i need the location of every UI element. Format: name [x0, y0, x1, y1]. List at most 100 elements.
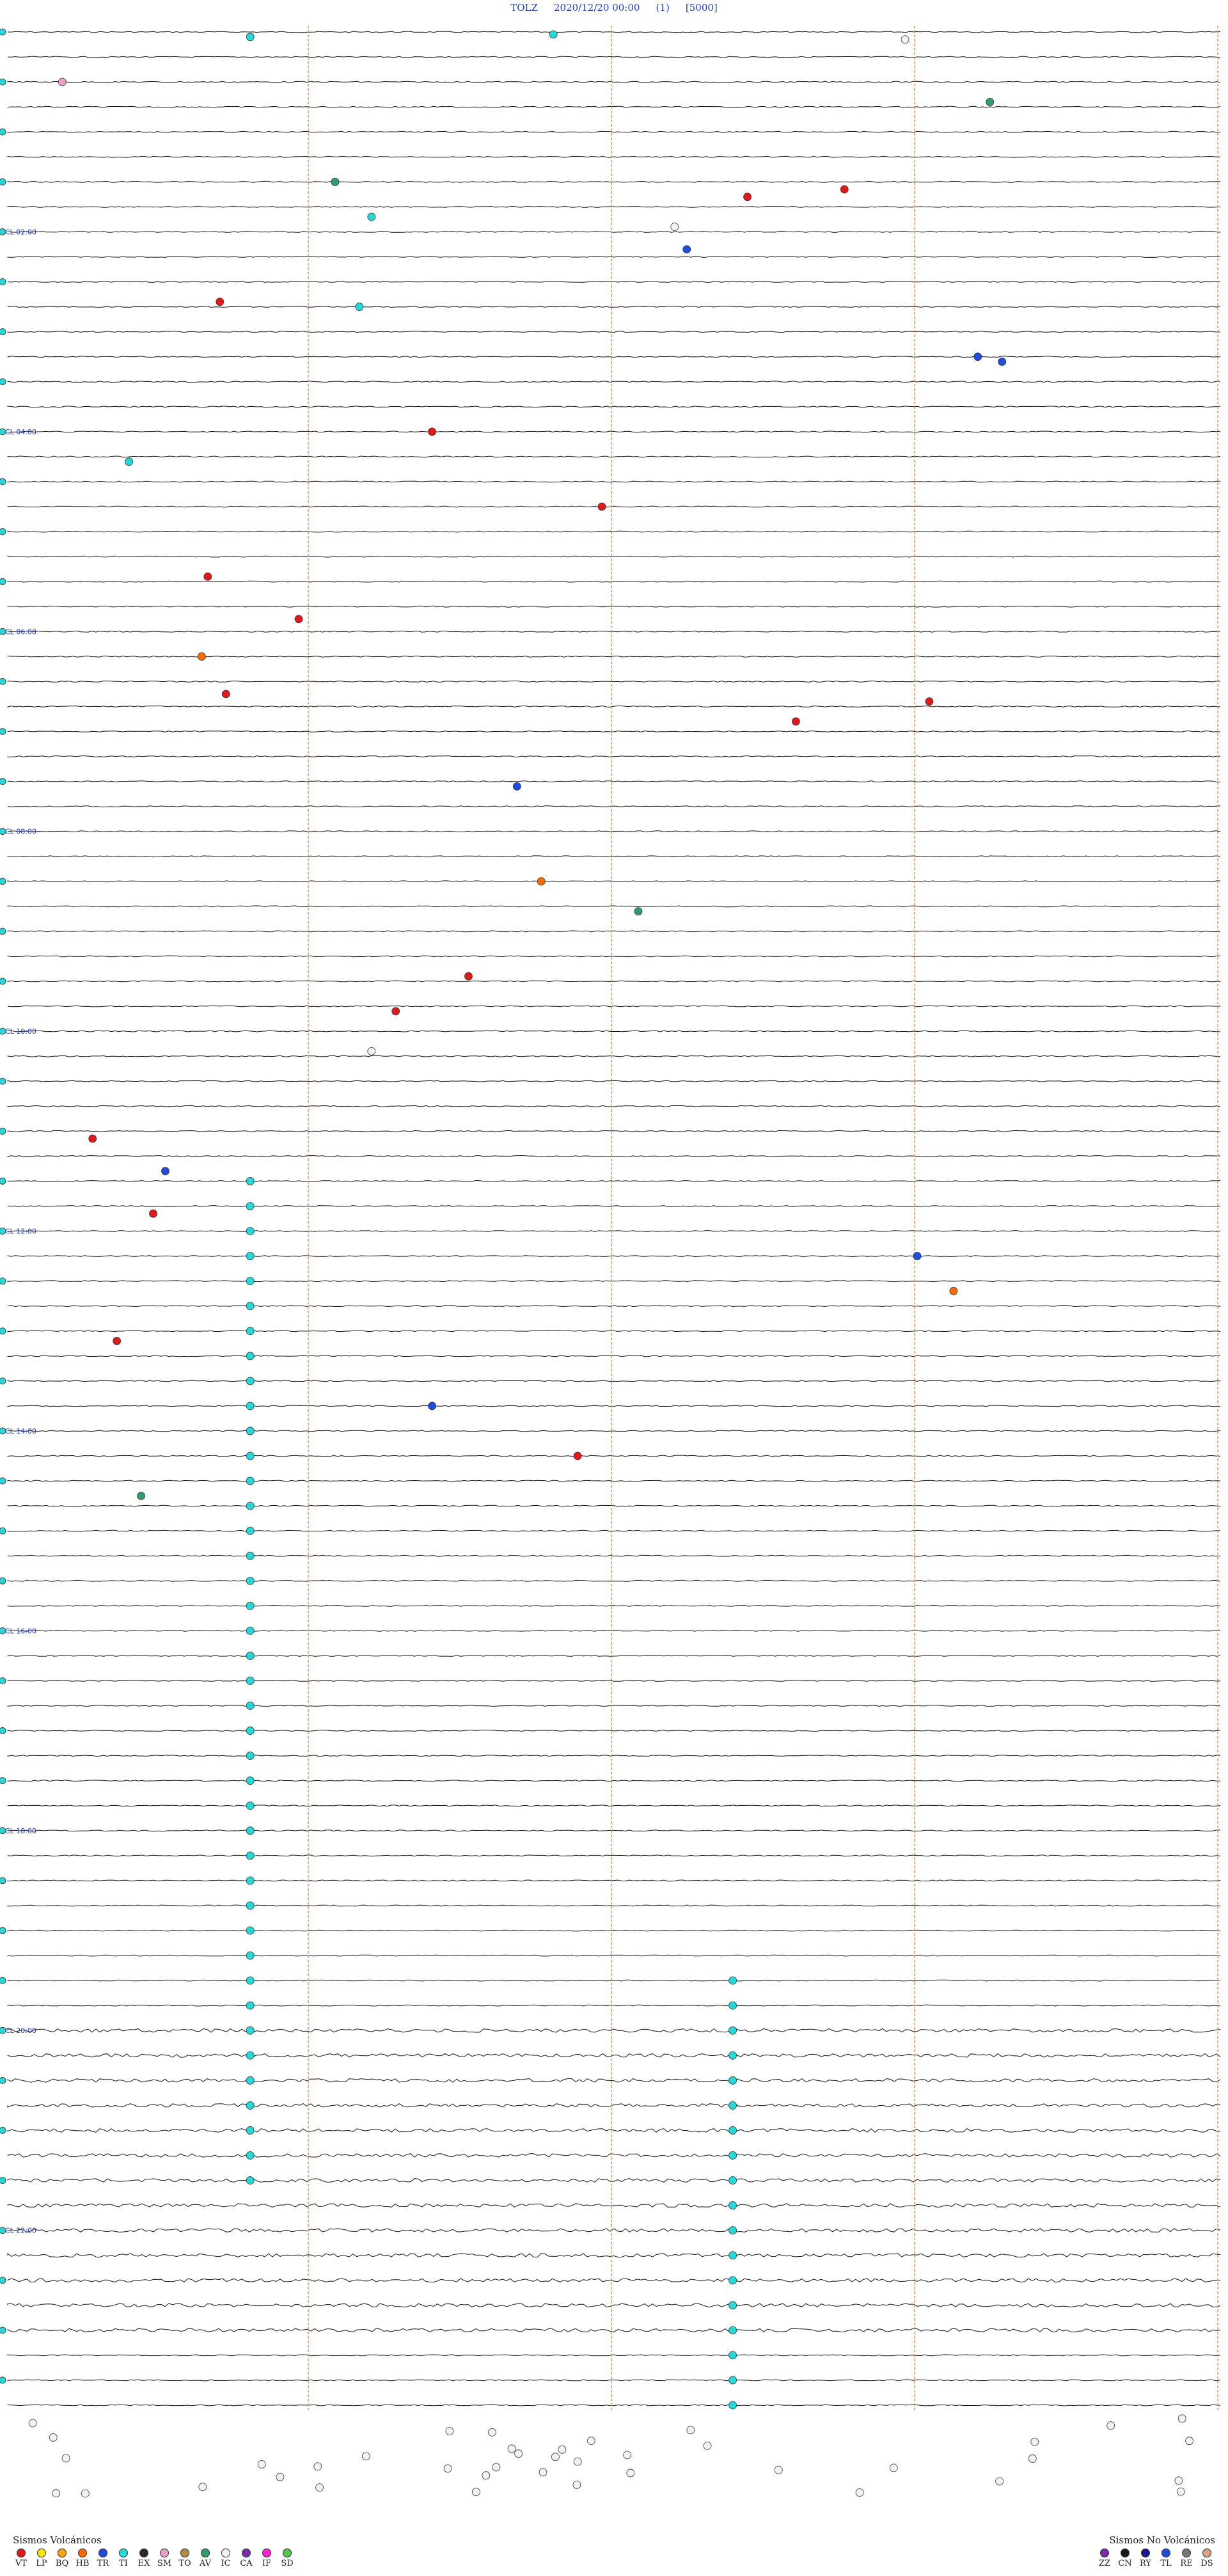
legend-swatch [221, 2548, 230, 2557]
event-marker-tr [161, 1167, 169, 1176]
trace-start-marker [0, 1277, 6, 1285]
event-marker-ti [367, 212, 376, 221]
seismic-trace [7, 2153, 1221, 2158]
event-marker-av [986, 97, 995, 106]
seismic-trace [7, 1654, 1221, 1657]
trace-start-marker [0, 1377, 6, 1385]
seismic-trace [7, 31, 1221, 33]
event-marker-ti [549, 30, 558, 39]
trace-start-marker [0, 1877, 6, 1885]
legend-item-sd: SD [279, 2548, 295, 2568]
legend-swatch [1161, 2548, 1170, 2557]
seismic-trace [7, 2004, 1221, 2007]
event-marker-ti [246, 1801, 255, 1810]
legend-swatch [201, 2548, 210, 2557]
seismic-trace [7, 1705, 1220, 1707]
event-marker-ic [774, 2465, 783, 2474]
event-marker-ti [246, 1626, 255, 1635]
event-marker-vt [294, 615, 303, 624]
event-marker-ti [246, 1352, 255, 1361]
event-marker-ic [257, 2460, 266, 2469]
event-marker-ic [276, 2472, 285, 2481]
seismic-trace [7, 1780, 1221, 1782]
event-marker-vt [203, 572, 212, 581]
seismic-trace [7, 1805, 1221, 1807]
seismic-trace [7, 580, 1221, 583]
seismic-trace [7, 1380, 1221, 1382]
event-marker-ti [728, 2401, 737, 2410]
legend-item-re: RE [1178, 2548, 1195, 2568]
time-label: CL 12:00 [5, 1228, 36, 1236]
seismic-trace [7, 2103, 1221, 2108]
seismic-trace [7, 2028, 1221, 2033]
trace-start-marker [0, 878, 6, 885]
event-marker-tr [512, 782, 521, 791]
event-marker-ic [573, 2457, 582, 2466]
event-marker-ic [367, 1047, 376, 1055]
event-marker-hb [537, 877, 546, 886]
seismic-trace [7, 2253, 1221, 2258]
seismic-trace [7, 1205, 1221, 1207]
event-marker-ic [889, 2463, 898, 2472]
event-marker-ti [246, 1402, 255, 1410]
seismic-trace [7, 1030, 1220, 1032]
seismic-trace [7, 331, 1221, 333]
event-marker-ti [728, 2301, 737, 2310]
seismic-trace [7, 2328, 1221, 2333]
event-marker-ic [198, 2483, 207, 2492]
seismic-trace [7, 1480, 1221, 1482]
event-marker-ic [514, 2449, 523, 2458]
seismic-trace [7, 1680, 1221, 1682]
seismic-trace [7, 1755, 1221, 1757]
seismic-trace [7, 1180, 1221, 1182]
seismic-trace [7, 530, 1220, 533]
legend-label: SM [157, 2559, 172, 2568]
trace-start-marker [0, 478, 6, 486]
seismic-trace [7, 155, 1221, 158]
legend-label: HB [75, 2559, 90, 2568]
seismic-trace [7, 1629, 1221, 1632]
event-marker-ti [246, 2151, 255, 2160]
trace-start-marker [0, 2076, 6, 2084]
event-marker-ic [686, 2426, 695, 2435]
legend-item-to: TO [177, 2548, 193, 2568]
seismic-trace [7, 880, 1221, 883]
legend-label: SD [281, 2559, 294, 2568]
event-marker-ti [728, 2026, 737, 2035]
event-marker-ti [728, 2001, 737, 2010]
legend-item-zz: ZZ [1096, 2548, 1113, 2568]
event-marker-ti [728, 2251, 737, 2260]
event-marker-tr [913, 1252, 922, 1260]
event-marker-ic [1106, 2421, 1115, 2430]
event-marker-ic [1174, 2476, 1183, 2485]
trace-start-marker [0, 1627, 6, 1634]
legend-label: RE [1180, 2559, 1193, 2568]
event-marker-ti [246, 1677, 255, 1685]
legend-swatch [1100, 2548, 1109, 2557]
legend-swatch [283, 2548, 292, 2557]
trace-start-marker [0, 1827, 6, 1835]
legend-item-lp: LP [33, 2548, 50, 2568]
event-marker-ti [728, 2276, 737, 2285]
event-marker-vt [792, 717, 800, 726]
legend-item-vt: VT [13, 2548, 29, 2568]
trace-start-marker [0, 128, 6, 136]
seismic-trace [7, 56, 1221, 58]
event-marker-vt [464, 972, 473, 981]
seismic-trace [7, 2053, 1221, 2058]
event-marker-ti [246, 1702, 255, 1710]
seismic-trace [7, 1854, 1221, 1857]
trace-start-marker [0, 1077, 6, 1085]
event-marker-vt [113, 1336, 122, 1345]
event-marker-ic [471, 2488, 480, 2496]
event-marker-av [634, 907, 643, 916]
event-marker-ti [728, 2101, 737, 2110]
trace-start-marker [0, 2027, 6, 2034]
seismic-trace [7, 855, 1221, 858]
event-marker-tr [973, 352, 982, 361]
legend-item-ex: EX [136, 2548, 152, 2568]
legend-label: LP [36, 2559, 47, 2568]
event-marker-ic [61, 2454, 70, 2463]
event-marker-ti [246, 1501, 255, 1510]
seismic-trace [7, 1255, 1221, 1258]
